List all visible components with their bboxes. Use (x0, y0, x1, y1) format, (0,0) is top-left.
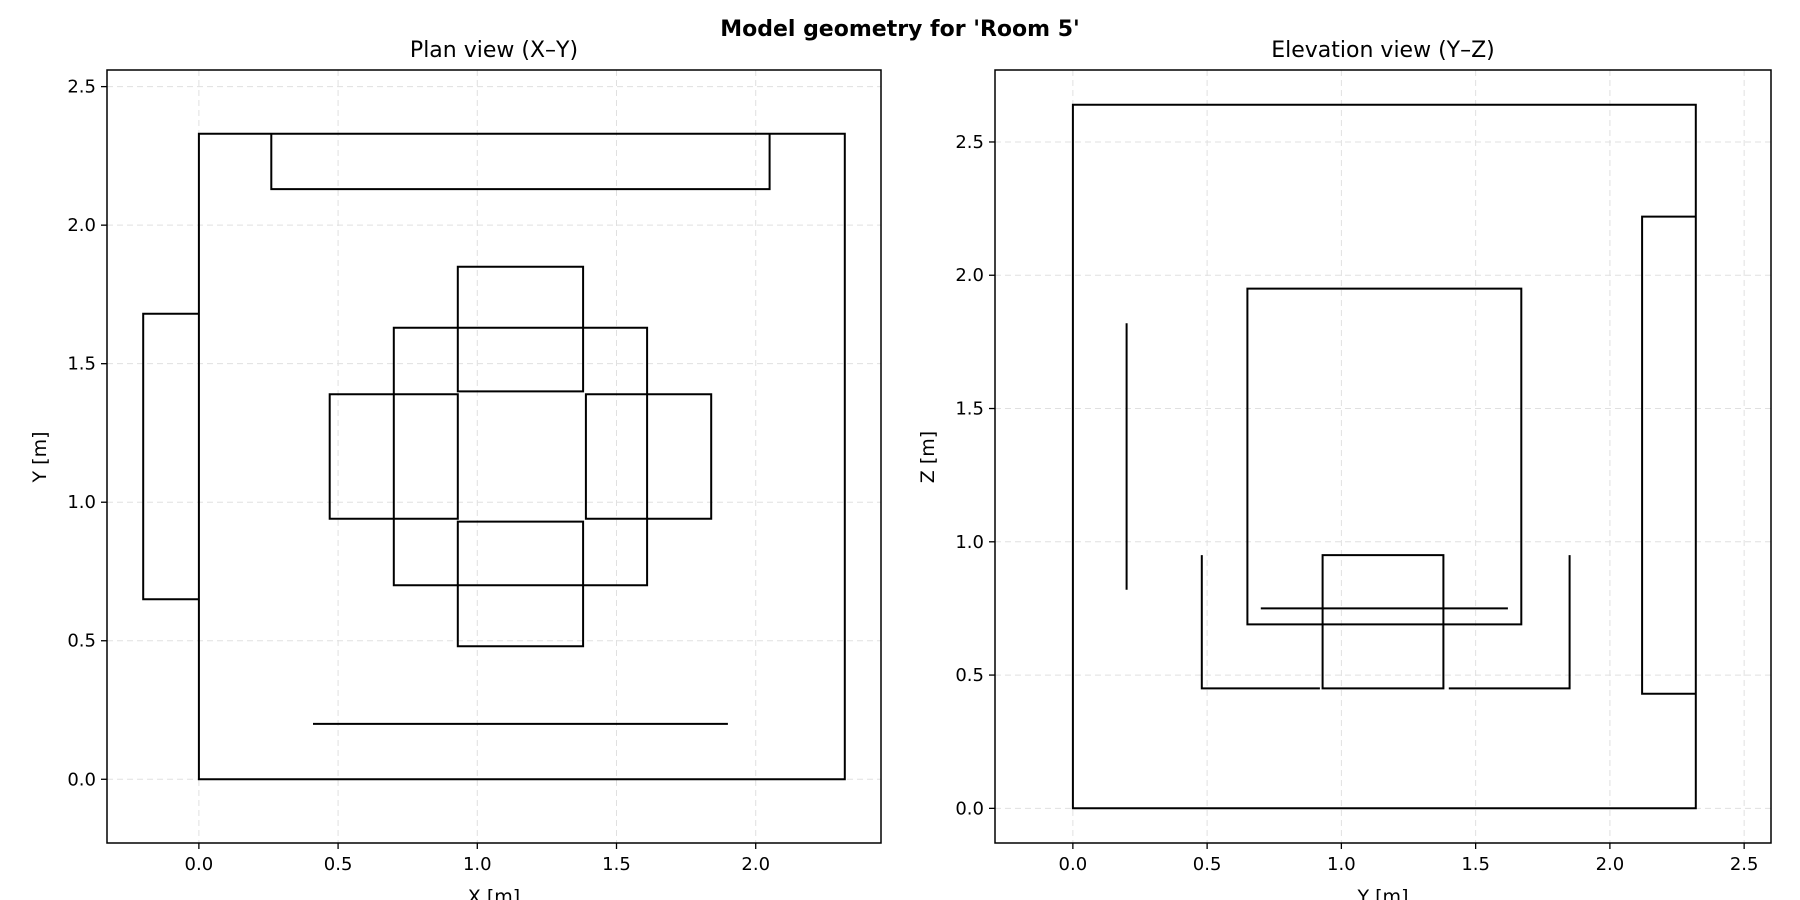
elevation-view-y-tick-label: 1.5 (955, 399, 984, 420)
plan-view-y-tick-label: 0.5 (67, 631, 96, 652)
plan-view-y-tick-label: 2.5 (67, 77, 96, 98)
plan-view-x-tick-label: 0.0 (185, 854, 214, 875)
elevation-view-table-body (1246, 287, 1523, 626)
elevation-view-y-tick-label: 0.5 (955, 665, 984, 686)
plan-view-chair-left (328, 393, 459, 520)
plan-view-y-tick-label: 0.0 (67, 769, 96, 790)
plan-view-table (392, 326, 649, 587)
plan-view-y-tick-label: 1.0 (67, 492, 96, 513)
plan-view-chair-bottom (456, 520, 585, 648)
plan-view-chair-right (584, 393, 713, 520)
figure-title: Model geometry for 'Room 5' (720, 17, 1080, 42)
elevation-view-x-tick-label: 2.5 (1730, 854, 1759, 875)
elevation-view-title: Elevation view (Y–Z) (1271, 38, 1495, 63)
plan-view-x-tick-label: 0.5 (324, 854, 353, 875)
plan-view-x-tick-label: 1.0 (463, 854, 492, 875)
elevation-view-door-profile (1641, 215, 1696, 695)
plan-view-room-outline (197, 132, 846, 781)
elevation-view-axes-frame (994, 69, 1772, 844)
elevation-view-x-tick-label: 2.0 (1596, 854, 1625, 875)
elevation-view-x-label: Y [m] (1357, 886, 1409, 900)
plan-view-y-tick-label: 1.5 (67, 354, 96, 375)
elevation-view-y-tick-label: 1.0 (955, 532, 984, 553)
plan-view-panel: Plan view (X–Y) X [m] Y [m] 0.0 0.5 1.0 1.5… (29, 38, 882, 900)
plan-view-y-label: Y [m] (29, 432, 51, 484)
elevation-view-x-tick-label: 0.5 (1193, 854, 1222, 875)
plan-view-wall-cabinet (270, 133, 771, 191)
plan-view-door (142, 312, 199, 601)
elevation-view-chair-left-profile (1200, 555, 1320, 690)
elevation-view-y-label: Z [m] (917, 431, 939, 483)
plan-view-axes-frame (106, 69, 882, 844)
elevation-view-room-outline (1071, 103, 1697, 810)
elevation-view-x-tick-label: 1.0 (1327, 854, 1356, 875)
plan-view-x-label: X [m] (468, 886, 520, 900)
plan-view-title: Plan view (X–Y) (410, 38, 578, 63)
elevation-view-y-tick-label: 0.0 (955, 798, 984, 819)
elevation-view-x-tick-label: 1.5 (1461, 854, 1490, 875)
elevation-view-chair-center (1321, 554, 1445, 690)
elevation-view-chair-right-profile (1448, 555, 1571, 690)
elevation-view-x-tick-label: 0.0 (1059, 854, 1088, 875)
plan-view-x-tick-label: 1.5 (602, 854, 631, 875)
plan-view-chair-top (456, 265, 585, 393)
elevation-view-panel: Elevation view (Y–Z) Y [m] Z [m] 0.0 0.5 1… (917, 38, 1772, 900)
elevation-view-y-tick-label: 2.0 (955, 265, 984, 286)
plan-view-x-tick-label: 2.0 (741, 854, 770, 875)
plan-view-y-tick-label: 2.0 (67, 215, 96, 236)
elevation-view-y-tick-label: 2.5 (955, 132, 984, 153)
